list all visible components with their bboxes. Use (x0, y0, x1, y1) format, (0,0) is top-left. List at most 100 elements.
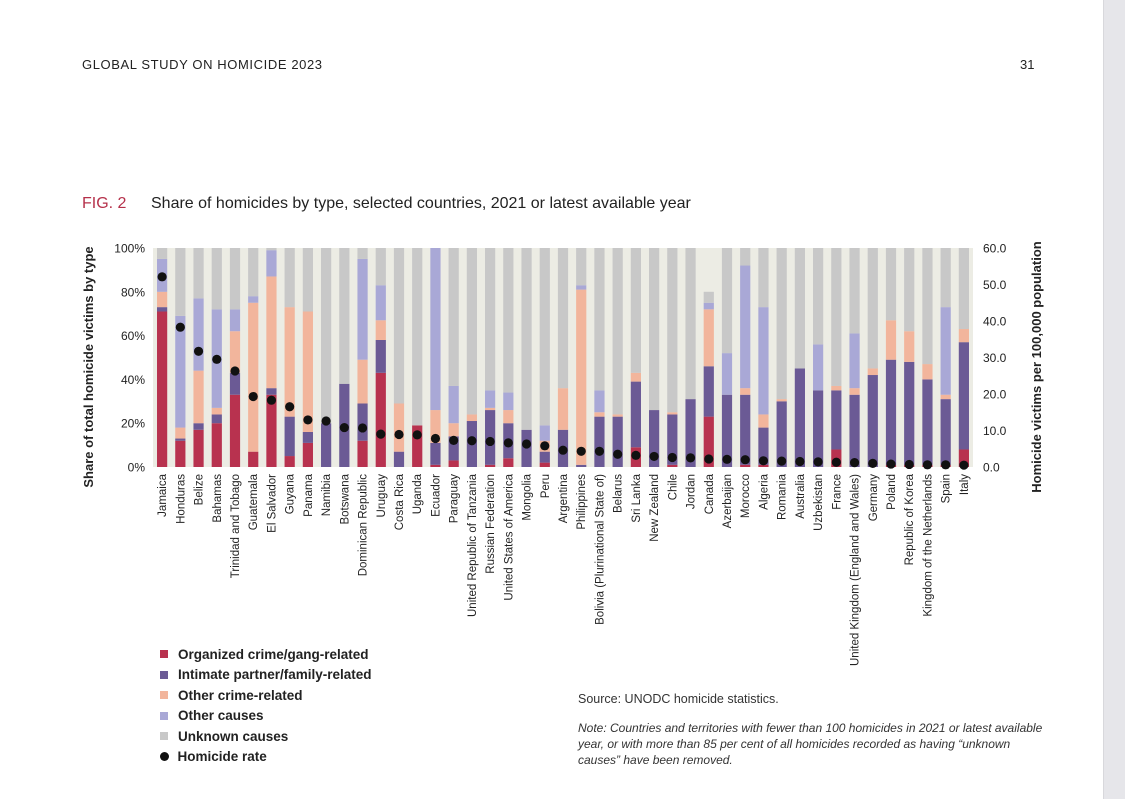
legend-item-other-causes: Other causes (160, 706, 372, 727)
bar-segment-organized (758, 464, 769, 467)
rate-point (212, 354, 222, 364)
x-tick-label: Morocco (740, 474, 752, 518)
rate-point (922, 460, 933, 470)
bar-segment-other_crime (448, 423, 459, 437)
y-tick-label: 100% (114, 242, 145, 256)
y2-tick-label: 60.0 (983, 242, 1007, 256)
x-tick-label: Belarus (613, 474, 625, 513)
bar-segment-other_crime (193, 370, 204, 424)
bar-segment-unknown (740, 248, 751, 266)
bar-segment-organized (193, 429, 204, 467)
rate-point (904, 459, 914, 470)
bar-segment-intimate (321, 423, 332, 467)
legend-label: Intimate partner/family-related (178, 667, 372, 683)
bar-segment-other_causes (940, 307, 951, 395)
bar-segment-other_crime (466, 414, 477, 422)
y2-tick-label: 20.0 (983, 388, 1007, 402)
bar-segment-other_causes (357, 258, 368, 360)
bar-segment-other_causes (193, 298, 204, 371)
y2-tick-label: 30.0 (983, 351, 1007, 365)
bar-segment-unknown (229, 248, 241, 310)
bar-segment-unknown (466, 248, 477, 415)
bar-segment-other_crime (703, 309, 714, 367)
running-header: GLOBAL STUDY ON HOMICIDE 2023 (82, 57, 323, 72)
x-tick-label: El Salvador (266, 474, 278, 533)
bar-segment-unknown (594, 248, 605, 391)
rate-point (959, 460, 969, 470)
y2-tick-label: 10.0 (983, 424, 1007, 438)
bar-segment-other_crime (849, 388, 860, 395)
bar-segment-unknown (539, 248, 550, 426)
bar-segment-unknown (521, 248, 532, 430)
x-tick-label: France (831, 474, 843, 510)
x-tick-label: United States of America (503, 473, 515, 600)
bar-segment-unknown (885, 248, 897, 321)
y-axis-label: Share of total homicide victims by type (81, 246, 96, 487)
bar-segment-other_crime (357, 359, 368, 404)
bar-segment-unknown (302, 248, 313, 312)
y-tick-label: 20% (121, 417, 145, 431)
x-tick-label: Paraguay (449, 474, 461, 523)
source-text: Source: UNODC homicide statistics. (578, 692, 779, 706)
bar-segment-unknown (758, 248, 769, 308)
x-tick-label: Belize (194, 474, 206, 505)
bar-segment-intimate (284, 416, 295, 457)
bar-segment-intimate (721, 394, 733, 467)
bar-segment-organized (284, 456, 295, 467)
bar-segment-unknown (904, 248, 915, 332)
bar-segment-organized (175, 440, 186, 467)
bar-segment-other_crime (776, 399, 787, 402)
x-tick-label: Uruguay (376, 474, 388, 518)
x-tick-label: Honduras (175, 474, 187, 524)
bar-segment-unknown (557, 248, 569, 389)
legend-item-intimate: Intimate partner/family-related (160, 665, 372, 686)
bar-segment-unknown (393, 248, 405, 404)
bar-segment-other_crime (904, 331, 915, 362)
bar-segment-other_crime (157, 291, 168, 308)
x-tick-label: Canada (704, 473, 716, 514)
bar-segment-other_crime (284, 307, 295, 417)
bar-segment-organized (958, 449, 969, 467)
legend-swatch-unknown (160, 732, 168, 741)
bar-segment-unknown (813, 248, 824, 345)
legend-item-other-crime: Other crime-related (160, 685, 372, 706)
x-tick-label: Philippines (576, 474, 588, 530)
rate-point (175, 322, 185, 332)
bar-segment-intimate (940, 399, 951, 465)
x-tick-label: Uzbekistan (813, 474, 825, 531)
bar-segment-other_causes (594, 390, 605, 413)
bar-segment-intimate (885, 359, 897, 465)
rate-point (467, 436, 477, 446)
rate-point (376, 429, 386, 439)
bar-segment-other_causes (539, 425, 550, 441)
rate-point (157, 272, 167, 282)
y-tick-label: 80% (121, 285, 145, 299)
note-text: Note: Countries and territories with few… (578, 721, 1043, 767)
x-tick-label: Italy (959, 474, 971, 495)
legend-label: Organized crime/gang-related (178, 646, 369, 662)
rate-point (831, 457, 841, 467)
bar-segment-unknown (630, 248, 641, 373)
rate-point (576, 446, 586, 456)
rate-point (540, 441, 550, 451)
bar-segment-intimate (193, 423, 204, 430)
x-tick-label: Guyana (285, 473, 297, 514)
x-tick-label: Bolivia (Plurinational State of) (594, 474, 606, 625)
bar-segment-other_crime (740, 388, 751, 395)
bar-segment-intimate (430, 442, 441, 465)
x-tick-label: Kingdom of the Netherlands (922, 474, 934, 617)
rate-point (594, 446, 605, 456)
legend-item-unknown: Unknown causes (160, 726, 372, 747)
rate-point (868, 458, 878, 468)
legend-item-organized: Organized crime/gang-related (160, 644, 372, 665)
rate-point (339, 422, 349, 433)
rate-point (321, 416, 331, 426)
bar-segment-unknown (266, 248, 277, 251)
x-tick-label: Sri Lanka (631, 473, 643, 522)
figure-label: FIG. 2 (82, 195, 127, 212)
y2-axis-label: Homicide victims per 100,000 population (1029, 241, 1044, 492)
bar-segment-other_crime (594, 412, 605, 417)
bar-segment-organized (211, 423, 222, 467)
x-tick-label: Costa Rica (394, 473, 406, 530)
bar-segment-other_crime (375, 320, 386, 340)
